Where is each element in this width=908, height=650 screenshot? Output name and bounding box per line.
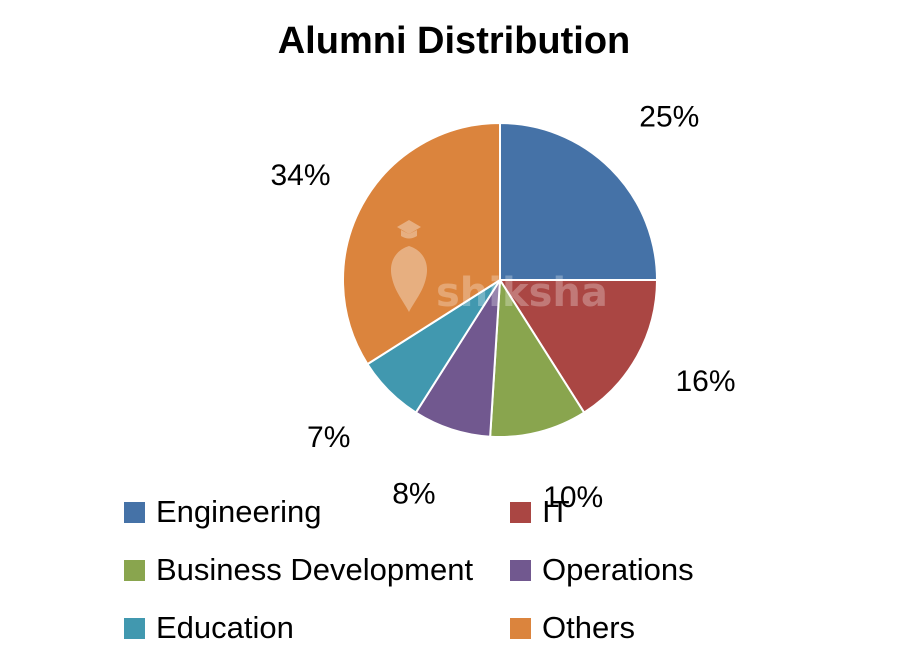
pie-slice-business-development [489,276,586,438]
legend-item-education: Education [124,608,294,648]
data-label-it: 16% [675,365,735,398]
legend-label: Engineering [156,494,322,529]
legend-item-business-development: Business Development [124,550,473,590]
data-label-education: 7% [307,421,350,454]
data-label-engineering: 25% [639,101,699,134]
legend-label: Operations [542,552,694,587]
legend-swatch [510,501,531,523]
watermark-text: shiksha [436,270,608,316]
graduation-cap-icon [390,220,428,312]
legend-item-others: Others [510,608,635,648]
watermark: shiksha [390,220,608,316]
data-label-others: 34% [270,159,330,192]
legend-swatch [510,559,531,581]
pie-slice-it [498,279,659,414]
pie-slice-others [342,121,501,366]
pie-slice-engineering [499,121,659,281]
legend-item-operations: Operations [510,550,694,590]
data-label-operations: 8% [392,477,435,510]
data-labels: 25% 16% 10% 8% 7% 34% [270,101,735,515]
pie-slices [342,121,659,438]
legend-item-engineering: Engineering [124,492,321,532]
chart-title: Alumni Distribution [277,20,631,62]
data-label-business-development: 10% [543,481,603,514]
legend-label: Business Development [156,552,474,587]
legend-swatch [124,617,145,639]
legend-label: Others [542,610,636,645]
legend-item-it: IT [510,492,570,532]
legend-swatch [124,501,145,523]
legend-label: Education [156,610,294,645]
legend-label: IT [542,494,570,529]
legend-swatch [510,617,531,639]
legend-swatch [124,559,145,581]
